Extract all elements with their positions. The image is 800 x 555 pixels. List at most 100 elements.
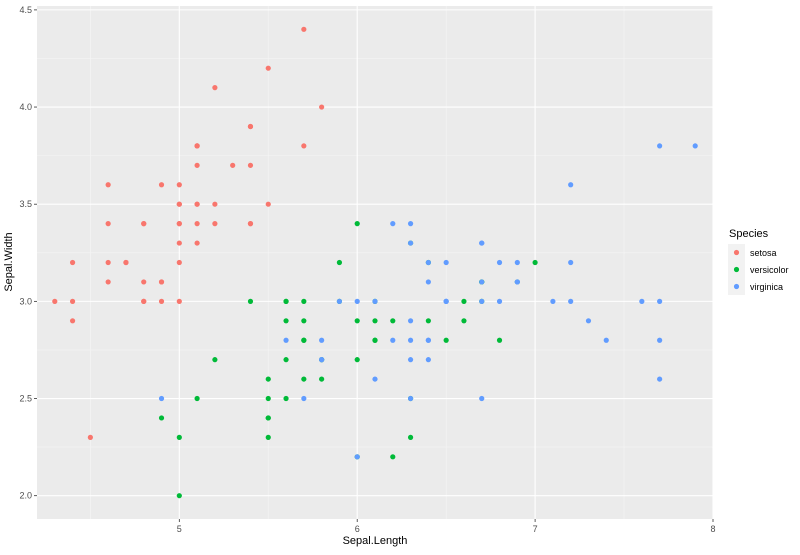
data-point-virginica [158,395,165,402]
data-point-versicolor [496,337,503,343]
legend-key-setosa [733,249,740,256]
data-point-setosa [69,298,76,304]
x-tick-label: 7 [533,524,538,534]
data-point-versicolor [407,434,414,440]
data-point-versicolor [283,318,289,324]
data-point-setosa [141,279,147,285]
data-point-virginica [425,357,431,363]
x-axis: 5 6 7 8 [177,519,716,534]
x-axis-label: Sepal.Length [343,535,408,547]
data-point-virginica [657,143,663,149]
data-point-versicolor [265,376,271,382]
data-point-virginica [407,240,414,246]
data-point-setosa [176,201,182,207]
data-point-virginica [657,298,663,304]
data-point-virginica [568,298,574,304]
data-point-setosa [247,123,254,130]
legend-key-virginica [733,283,740,290]
data-point-virginica [372,376,378,382]
y-axis-label: Sepal.Width [3,232,15,291]
data-point-setosa [212,201,218,207]
data-point-versicolor [372,337,378,343]
data-point-setosa [69,259,76,266]
data-points [52,26,698,499]
data-point-virginica [354,454,360,460]
data-point-setosa [319,104,325,110]
data-point-setosa [158,279,165,285]
data-point-versicolor [176,493,182,499]
data-point-versicolor [212,357,218,363]
data-point-virginica [585,318,592,324]
data-point-setosa [52,298,58,304]
y-tick-label: 2.5 [19,394,32,404]
data-point-versicolor [532,259,538,266]
data-point-virginica [639,298,645,304]
y-tick-label: 4.0 [19,102,32,112]
data-point-virginica [407,221,414,227]
data-point-versicolor [283,395,289,402]
data-point-setosa [176,259,182,266]
data-point-virginica [443,259,449,266]
data-point-virginica [319,357,325,363]
y-tick-label: 2.0 [19,491,32,501]
data-point-versicolor [461,298,467,304]
data-point-virginica [514,279,520,285]
legend-label: versicolor [750,265,789,275]
data-point-setosa [194,201,200,207]
data-point-versicolor [390,318,396,324]
data-point-setosa [158,182,165,188]
legend-key-versicolor [733,266,740,273]
data-point-setosa [176,240,182,246]
data-point-virginica [479,279,485,285]
y-tick-label: 3.5 [19,199,32,209]
data-point-virginica [407,337,414,343]
data-point-setosa [141,221,147,227]
data-point-virginica [425,279,431,285]
data-point-virginica [568,259,574,266]
data-point-setosa [265,65,271,71]
data-point-setosa [212,221,218,227]
data-point-virginica [283,337,289,343]
data-point-setosa [69,318,76,324]
y-tick-label: 3.0 [19,296,32,306]
data-point-virginica [336,298,343,304]
data-point-versicolor [390,454,396,460]
data-point-versicolor [301,298,307,304]
data-point-virginica [407,395,414,402]
data-point-setosa [194,143,200,149]
data-point-versicolor [265,434,271,440]
legend-title: Species [729,228,769,240]
data-point-virginica [354,298,360,304]
data-point-setosa [230,162,236,168]
data-point-virginica [692,143,698,149]
data-point-setosa [212,85,218,91]
data-point-setosa [194,162,200,168]
data-point-virginica [425,337,431,343]
data-point-virginica [479,240,485,246]
y-axis: 2.0 2.5 3.0 3.5 4.0 4.5 [19,5,37,501]
data-point-versicolor [247,298,254,304]
data-point-versicolor [283,357,289,363]
data-point-setosa [301,26,307,32]
data-point-setosa [194,240,200,246]
data-point-virginica [514,259,520,266]
minor-gridlines [37,6,713,519]
data-point-virginica [443,298,449,304]
data-point-versicolor [461,318,467,324]
legend-label: virginica [750,282,783,292]
data-point-versicolor [194,395,200,402]
series-virginica [158,143,698,460]
data-point-setosa [141,298,147,304]
data-point-versicolor [425,318,431,324]
plot-panel [37,6,713,519]
data-point-versicolor [301,337,307,343]
legend: Species setosa versicolor virginica [728,228,789,295]
data-point-virginica [479,395,485,402]
data-point-setosa [265,201,271,207]
data-point-virginica [390,337,396,343]
data-point-setosa [105,259,111,266]
data-point-setosa [123,259,129,266]
data-point-versicolor [354,357,360,363]
